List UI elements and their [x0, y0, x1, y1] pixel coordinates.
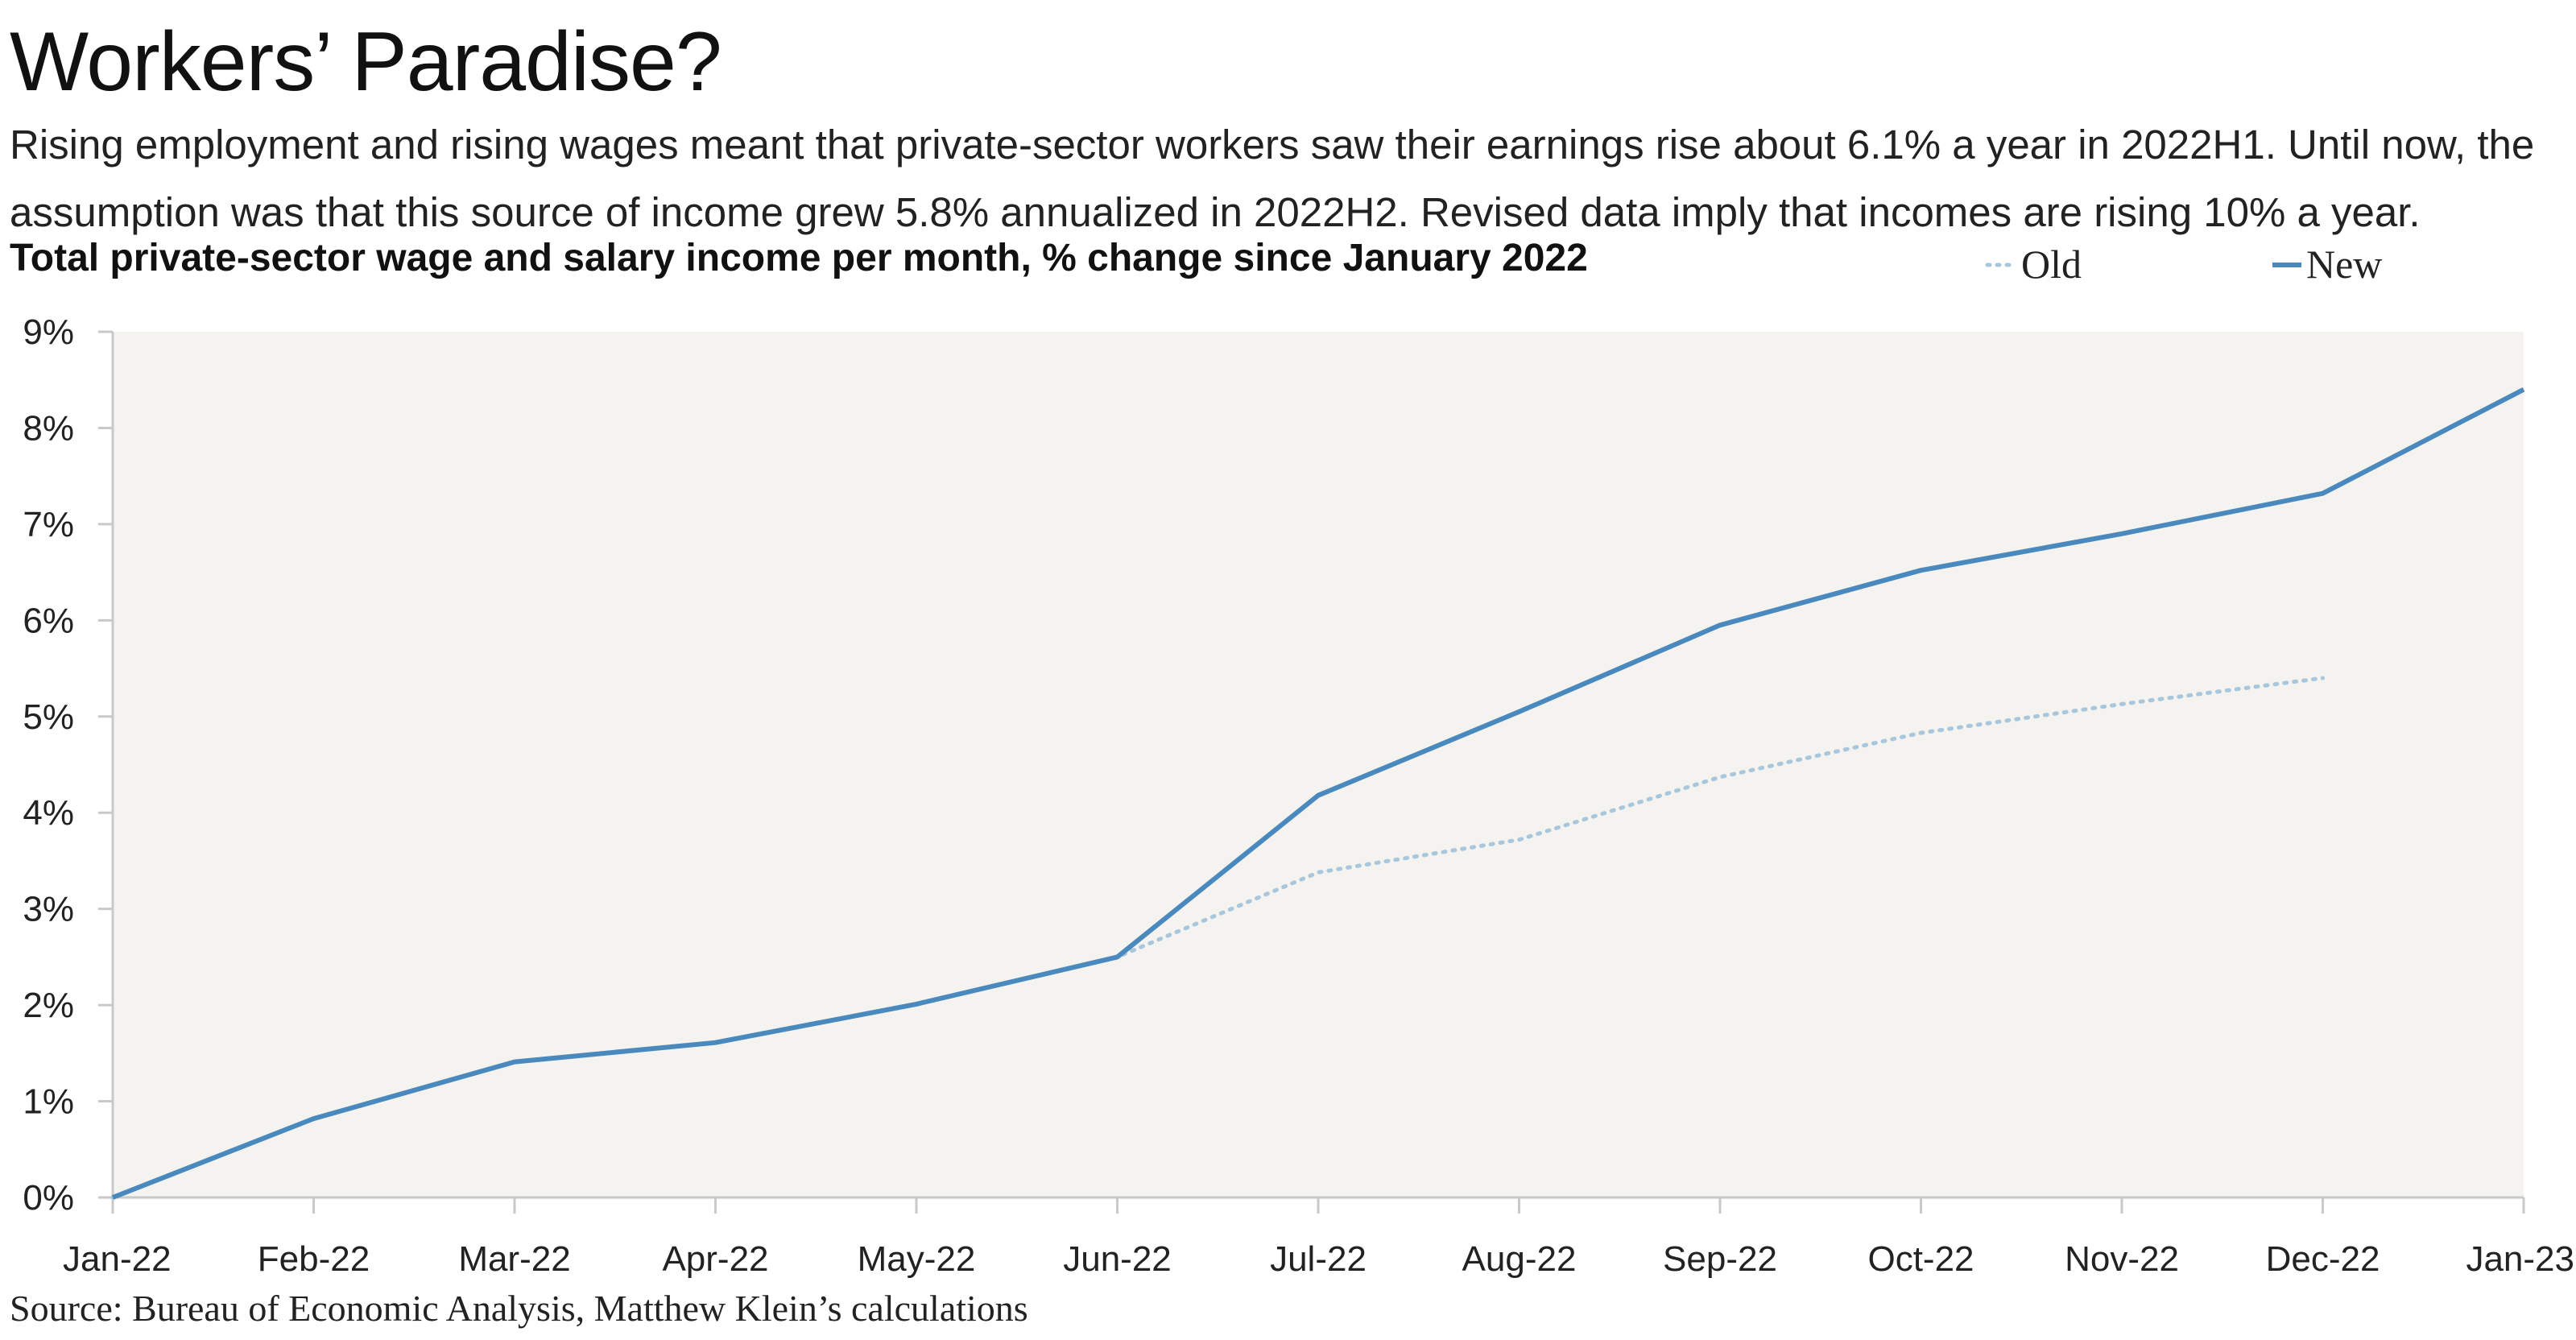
legend-label-old: Old	[2021, 242, 2082, 287]
y-tick-label: 0%	[23, 1178, 74, 1218]
y-tick-label: 6%	[23, 601, 74, 640]
legend: Old New	[1985, 242, 2382, 287]
x-tick-label: Mar-22	[458, 1239, 570, 1279]
y-tick-label: 4%	[23, 793, 74, 833]
x-tick-label: Jul-22	[1270, 1239, 1367, 1279]
x-tick-label: Feb-22	[258, 1239, 370, 1279]
x-tick-label: Sep-22	[1663, 1239, 1777, 1279]
x-tick-label: Apr-22	[662, 1239, 768, 1279]
x-tick-label: May-22	[858, 1239, 976, 1279]
y-tick-label: 5%	[23, 697, 74, 737]
chart-subtitle: Rising employment and rising wages meant…	[10, 122, 2535, 235]
series-line-new	[111, 387, 2525, 1200]
legend-label-new: New	[2306, 242, 2382, 287]
x-tick-label: Jun-22	[1063, 1239, 1172, 1279]
x-axis: Jan-22 Feb-22 Mar-22 Apr-22 May-22 Jun-22 Jul-…	[63, 1196, 2574, 1279]
x-tick-label: Dec-22	[2266, 1239, 2380, 1279]
series-lines	[110, 387, 2525, 1200]
y-tick-label: 9%	[23, 312, 74, 352]
y-tick-label: 8%	[23, 408, 74, 448]
source-note: Source: Bureau of Economic Analysis, Mat…	[10, 1288, 1028, 1329]
x-tick-label: Jan-22	[63, 1239, 172, 1279]
y-tick-label: 2%	[23, 986, 74, 1025]
x-tick-label: Jan-23	[2466, 1239, 2574, 1279]
chart-heading: Total private-sector wage and salary inc…	[10, 237, 1588, 279]
x-tick-label: Oct-22	[1867, 1239, 1974, 1279]
x-tick-label: Nov-22	[2065, 1239, 2179, 1279]
x-tick-label: Aug-22	[1462, 1239, 1577, 1279]
y-axis: 0% 1% 2% 3% 4% 5% 6% 7% 8% 9%	[23, 312, 114, 1218]
y-tick-label: 7%	[23, 505, 74, 544]
y-tick-label: 1%	[23, 1082, 74, 1122]
y-tick-label: 3%	[23, 890, 74, 929]
plot-area	[113, 332, 2524, 1197]
chart-title: Workers’ Paradise?	[10, 15, 722, 109]
